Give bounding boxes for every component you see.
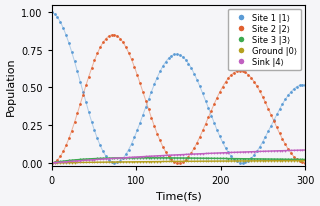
Site 2 |2⟩ (50, 162, 54, 164)
Site 1 |1⟩ (269, 125, 273, 127)
Site 2 |2⟩ (295, 158, 299, 161)
Sink |4⟩ (292, 149, 296, 152)
Y-axis label: Population: Population (5, 57, 16, 115)
Line: Site 3 |3⟩: Site 3 |3⟩ (51, 157, 306, 164)
Site 1 |1⟩ (127, 149, 131, 151)
Ground |0⟩ (50, 162, 54, 164)
Ground |0⟩ (260, 160, 264, 162)
Site 2 |2⟩ (130, 59, 133, 61)
Site 1 |1⟩ (84, 102, 88, 104)
Line: Site 2 |2⟩: Site 2 |2⟩ (50, 34, 307, 164)
Site 1 |1⟩ (50, 12, 54, 14)
Site 3 |3⟩ (141, 157, 145, 159)
Sink |4⟩ (266, 150, 270, 153)
Site 3 |3⟩ (50, 162, 54, 164)
Sink |4⟩ (127, 156, 131, 159)
Sink |4⟩ (227, 152, 230, 154)
Line: Sink |4⟩: Sink |4⟩ (51, 149, 306, 164)
Site 1 |1⟩ (263, 136, 267, 138)
Legend: Site 1 |1⟩, Site 2 |2⟩, Site 3 |3⟩, Ground |0⟩, Sink |4⟩: Site 1 |1⟩, Site 2 |2⟩, Site 3 |3⟩, Grou… (228, 10, 301, 71)
Site 3 |3⟩ (229, 158, 233, 160)
Site 2 |2⟩ (263, 102, 267, 104)
Site 3 |3⟩ (263, 158, 267, 160)
Ground |0⟩ (266, 160, 270, 162)
Site 1 |1⟩ (303, 84, 307, 87)
X-axis label: Time(fs): Time(fs) (156, 191, 201, 200)
Site 3 |3⟩ (84, 158, 88, 160)
Sink |4⟩ (84, 159, 88, 162)
Ground |0⟩ (84, 161, 88, 164)
Site 3 |3⟩ (295, 158, 299, 161)
Line: Ground |0⟩: Ground |0⟩ (51, 160, 306, 164)
Ground |0⟩ (127, 161, 131, 163)
Site 1 |1⟩ (227, 151, 230, 154)
Site 3 |3⟩ (127, 157, 131, 159)
Site 3 |3⟩ (269, 158, 273, 160)
Site 2 |2⟩ (269, 114, 273, 117)
Sink |4⟩ (303, 149, 307, 151)
Site 1 |1⟩ (241, 162, 244, 164)
Ground |0⟩ (303, 159, 307, 162)
Line: Site 1 |1⟩: Site 1 |1⟩ (50, 12, 307, 164)
Site 1 |1⟩ (295, 86, 299, 89)
Site 2 |2⟩ (303, 162, 307, 164)
Site 2 |2⟩ (84, 85, 88, 87)
Sink |4⟩ (50, 162, 54, 164)
Site 2 |2⟩ (113, 34, 116, 37)
Site 3 |3⟩ (303, 158, 307, 161)
Ground |0⟩ (227, 160, 230, 162)
Site 2 |2⟩ (229, 74, 233, 77)
Ground |0⟩ (292, 160, 296, 162)
Sink |4⟩ (260, 150, 264, 153)
